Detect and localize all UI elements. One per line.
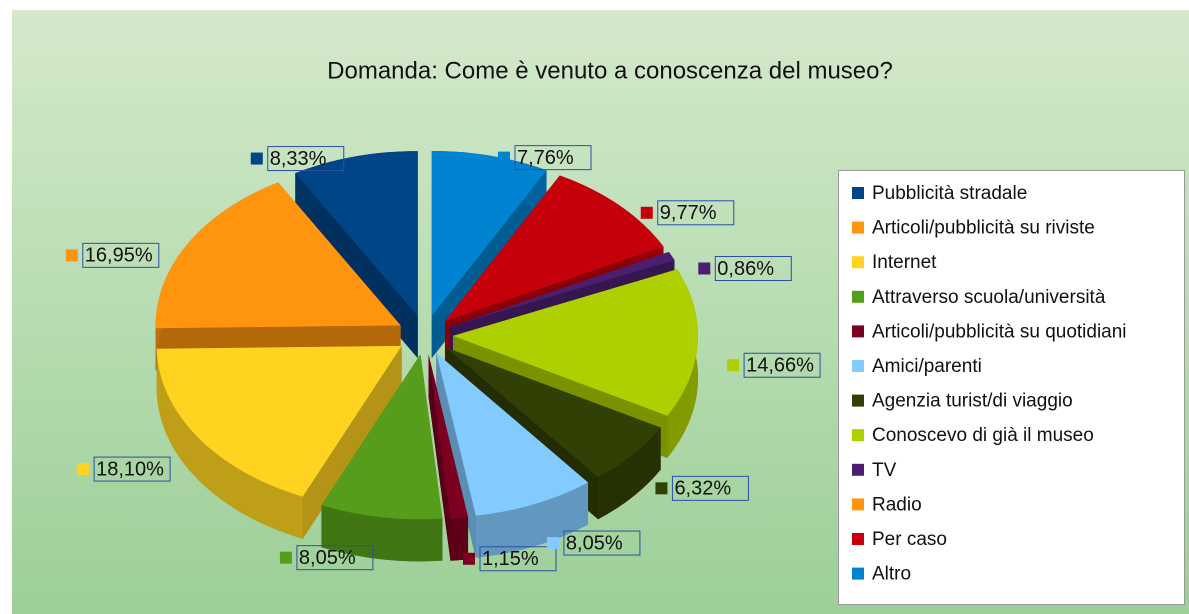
- slice-wall: [450, 517, 469, 561]
- legend-label: Per caso: [872, 529, 947, 550]
- data-label: 8,33%: [270, 148, 327, 170]
- label-key: [462, 552, 475, 565]
- legend-label: Internet: [872, 252, 937, 273]
- label-box: [82, 242, 160, 268]
- legend-label: Attraverso scuola/università: [872, 287, 1106, 308]
- legend-label: Conoscevo di già il museo: [872, 425, 1094, 446]
- slice-top: [446, 347, 661, 478]
- slice-top: [428, 354, 469, 519]
- data-label: 1,15%: [482, 548, 539, 570]
- label-box: [743, 352, 821, 378]
- legend-key: [852, 290, 864, 303]
- label-box: [714, 256, 792, 282]
- label-box: [93, 456, 171, 482]
- label-key: [727, 359, 740, 372]
- data-label: 6,32%: [674, 478, 731, 500]
- legend-label: Radio: [872, 494, 922, 515]
- legend-label: Articoli/pubblicità su quotidiani: [872, 321, 1127, 342]
- data-label: 8,05%: [299, 547, 356, 569]
- legend-key: [852, 463, 864, 476]
- chart-title: Domanda: Come è venuto a conoscenza del …: [327, 57, 893, 84]
- data-label: 8,05%: [566, 532, 623, 554]
- slice: [156, 345, 402, 539]
- slice-wall: [321, 505, 443, 562]
- data-label: 0,86%: [717, 258, 774, 280]
- legend-key: [852, 221, 864, 234]
- legend-key: [852, 533, 864, 545]
- data-label: 7,76%: [517, 147, 574, 169]
- legend-key: [852, 187, 864, 199]
- legend-key: [852, 256, 864, 269]
- slice: [428, 354, 469, 561]
- slice-top: [436, 352, 589, 516]
- label-box: [657, 200, 735, 226]
- label-box: [267, 146, 345, 172]
- slice-top: [444, 175, 664, 322]
- legend-key: [852, 394, 864, 407]
- legend-label: Amici/parenti: [872, 356, 982, 377]
- label-box: [671, 475, 749, 501]
- slice: [436, 352, 589, 558]
- slice-top: [452, 269, 698, 416]
- slice: [321, 354, 443, 562]
- legend-key: [852, 325, 864, 338]
- legend-label: Agenzia turist/di viaggio: [872, 391, 1073, 412]
- legend-key: [852, 498, 864, 511]
- legend-key: [852, 567, 864, 580]
- legend-key: [852, 429, 864, 442]
- legend-label: TV: [872, 460, 897, 481]
- slice-wall: [475, 482, 589, 558]
- slice-wall: [598, 427, 661, 520]
- label-key: [546, 537, 559, 550]
- label-key: [250, 152, 263, 165]
- legend: [838, 170, 1185, 605]
- data-label: 18,10%: [96, 458, 164, 480]
- label-key: [77, 463, 90, 476]
- label-key: [655, 482, 668, 495]
- label-key: [698, 262, 711, 275]
- slice-edge: [302, 345, 402, 539]
- label-key: [640, 206, 653, 219]
- label-key: [65, 249, 78, 262]
- slice-top: [431, 150, 547, 316]
- slice-wall: [156, 348, 303, 539]
- label-box: [296, 545, 374, 571]
- legend-label: Altro: [872, 564, 911, 585]
- legend-label: Articoli/pubblicità su riviste: [872, 218, 1095, 239]
- label-box: [563, 530, 641, 556]
- label-key: [279, 551, 292, 564]
- legend-label: Pubblicità stradale: [872, 183, 1027, 204]
- slice-top: [295, 151, 418, 317]
- slice-top: [450, 251, 675, 327]
- slice-top: [156, 345, 402, 497]
- data-label: 9,77%: [660, 202, 717, 224]
- data-label: 16,95%: [85, 245, 153, 267]
- slice-top: [321, 354, 443, 520]
- legend-key: [852, 360, 864, 372]
- label-key: [497, 151, 510, 164]
- data-label: 14,66%: [746, 355, 814, 377]
- slice-edge: [436, 352, 476, 558]
- label-box: [479, 546, 557, 572]
- slice-top: [155, 182, 401, 329]
- label-box: [514, 145, 592, 171]
